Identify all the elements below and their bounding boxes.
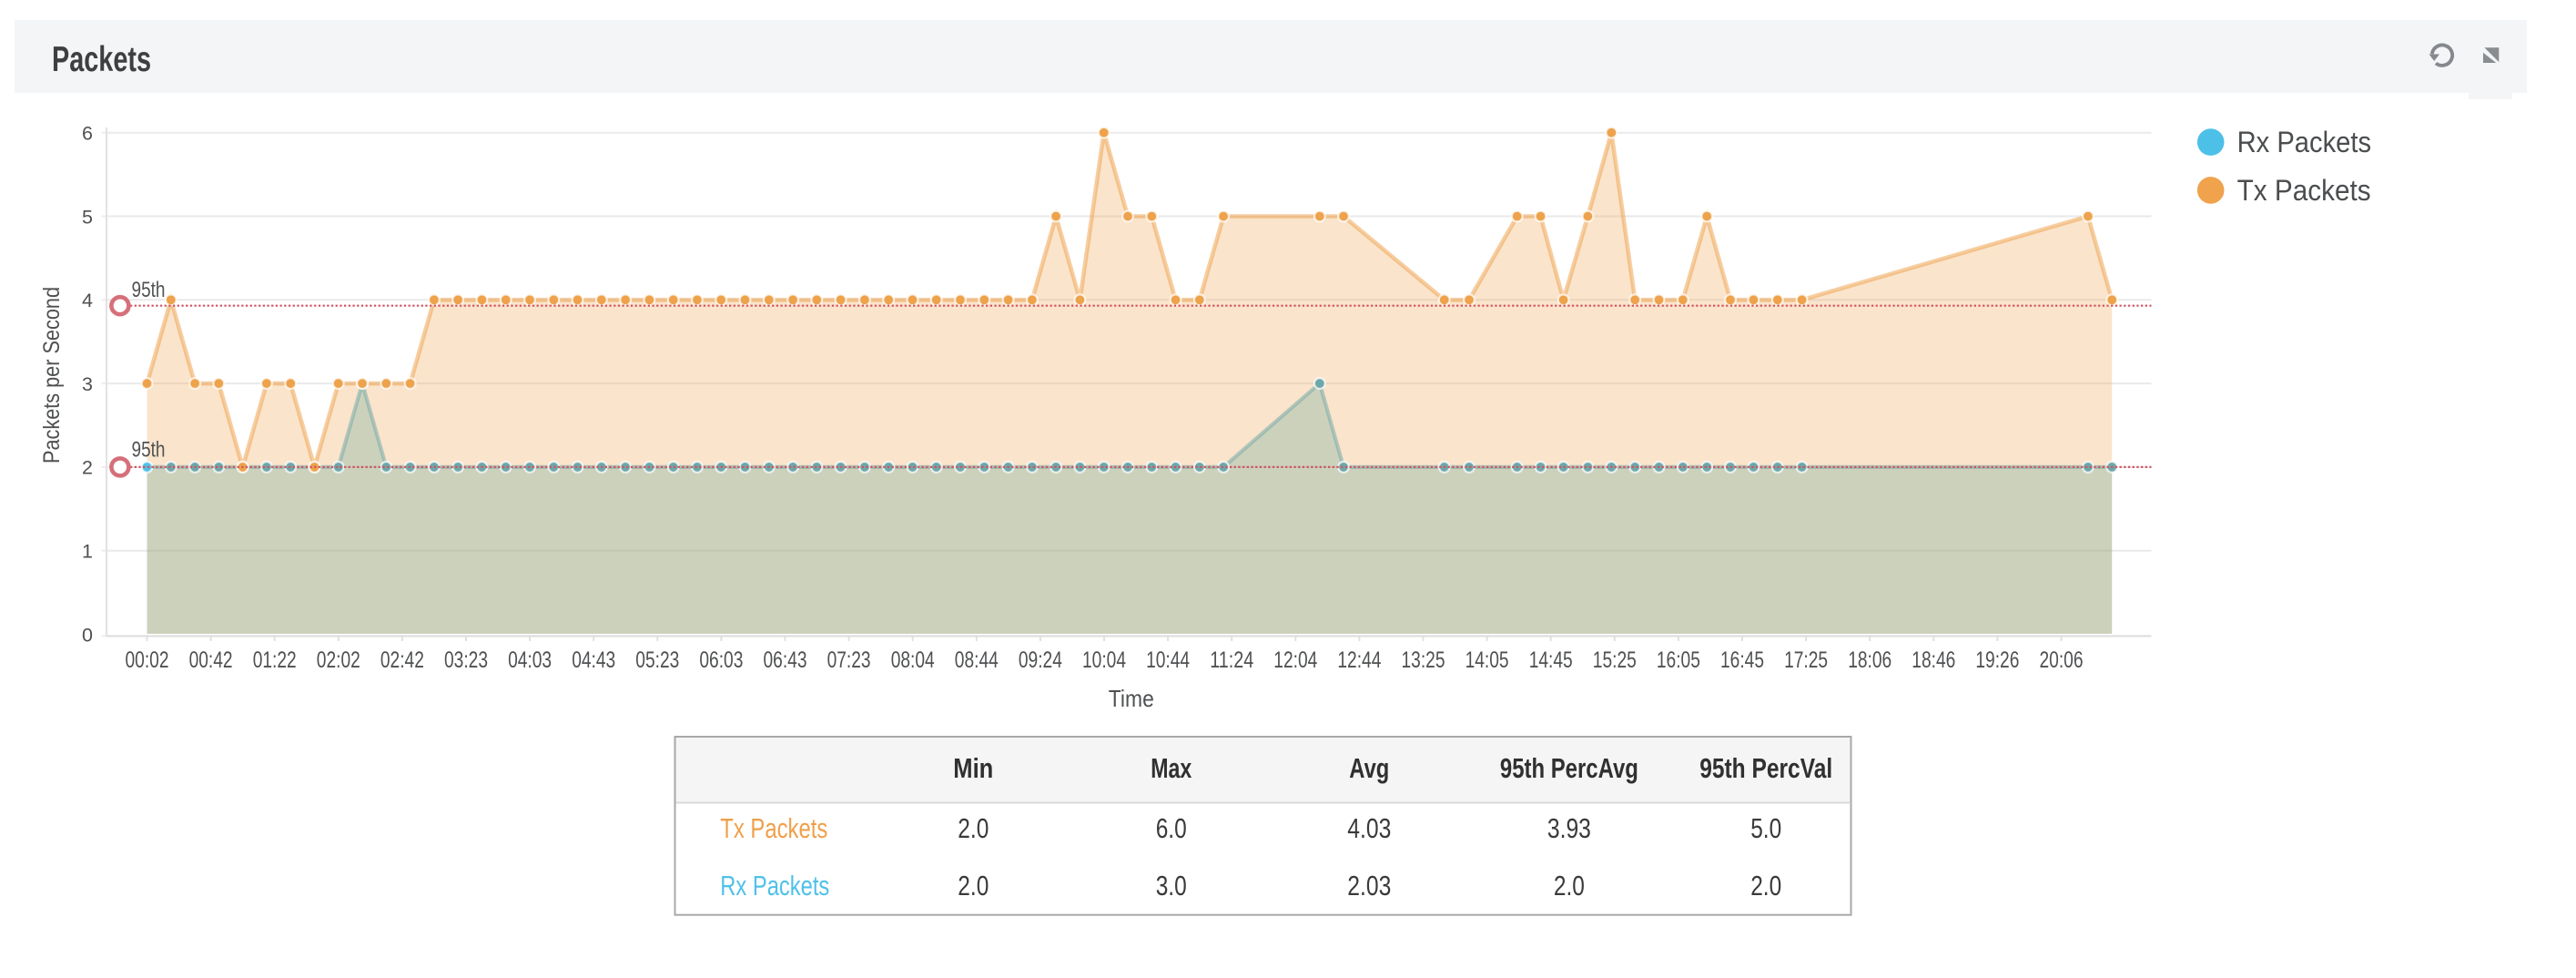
svg-text:2.03: 2.03 [1347, 870, 1391, 902]
svg-text:14:45: 14:45 [1529, 647, 1573, 673]
svg-text:12:44: 12:44 [1337, 647, 1381, 673]
svg-text:10:44: 10:44 [1146, 647, 1190, 673]
svg-text:95th PercVal: 95th PercVal [1699, 752, 1832, 784]
svg-text:4: 4 [82, 290, 93, 311]
svg-text:16:45: 16:45 [1720, 647, 1764, 673]
svg-text:2: 2 [82, 457, 93, 479]
svg-text:07:23: 07:23 [827, 647, 871, 673]
svg-text:02:02: 02:02 [317, 647, 360, 673]
svg-text:5: 5 [82, 206, 93, 228]
svg-text:3.0: 3.0 [1156, 870, 1187, 902]
svg-text:95th: 95th [132, 438, 166, 463]
svg-text:09:24: 09:24 [1019, 647, 1062, 673]
svg-text:1: 1 [82, 541, 93, 563]
svg-text:3: 3 [82, 373, 93, 395]
svg-text:95th: 95th [132, 278, 166, 302]
svg-text:Tx Packets: Tx Packets [720, 812, 827, 844]
svg-text:Avg: Avg [1349, 752, 1389, 784]
svg-text:06:43: 06:43 [764, 647, 807, 673]
svg-text:14:05: 14:05 [1465, 647, 1509, 673]
svg-text:5.0: 5.0 [1750, 812, 1781, 844]
svg-text:20:06: 20:06 [2040, 647, 2084, 673]
svg-text:04:43: 04:43 [572, 647, 615, 673]
svg-text:00:02: 00:02 [126, 647, 169, 673]
svg-text:Min: Min [953, 752, 993, 784]
svg-text:2.0: 2.0 [958, 812, 989, 844]
svg-text:15:25: 15:25 [1593, 647, 1637, 673]
svg-text:Rx Packets: Rx Packets [2237, 126, 2372, 158]
svg-text:Tx Packets: Tx Packets [2237, 174, 2371, 207]
svg-text:19:26: 19:26 [1975, 647, 2019, 673]
svg-text:17:25: 17:25 [1784, 647, 1828, 673]
svg-text:12:04: 12:04 [1273, 647, 1317, 673]
svg-text:6.0: 6.0 [1156, 812, 1187, 844]
svg-text:4.03: 4.03 [1347, 812, 1391, 844]
svg-text:0: 0 [82, 624, 93, 646]
svg-text:11:24: 11:24 [1210, 647, 1253, 673]
svg-text:13:25: 13:25 [1402, 647, 1445, 673]
svg-text:Max: Max [1151, 752, 1192, 784]
svg-text:95th PercAvg: 95th PercAvg [1500, 752, 1638, 784]
svg-text:6: 6 [82, 123, 93, 145]
svg-text:18:06: 18:06 [1848, 647, 1891, 673]
svg-text:04:03: 04:03 [508, 647, 552, 673]
svg-text:02:42: 02:42 [380, 647, 424, 673]
svg-text:18:46: 18:46 [1912, 647, 1955, 673]
svg-text:2.0: 2.0 [1554, 870, 1585, 902]
svg-text:Time: Time [1109, 685, 1154, 712]
svg-text:Packets per Second: Packets per Second [39, 287, 65, 464]
svg-text:16:05: 16:05 [1657, 647, 1700, 673]
svg-text:06:03: 06:03 [699, 647, 743, 673]
svg-text:2.0: 2.0 [958, 870, 989, 902]
svg-text:00:42: 00:42 [189, 647, 233, 673]
svg-text:08:04: 08:04 [891, 647, 935, 673]
svg-text:2.0: 2.0 [1750, 870, 1781, 902]
svg-text:05:23: 05:23 [635, 647, 679, 673]
svg-text:Packets: Packets [52, 40, 151, 79]
svg-text:3.93: 3.93 [1547, 812, 1591, 844]
svg-text:10:04: 10:04 [1082, 647, 1126, 673]
svg-text:Rx Packets: Rx Packets [720, 870, 829, 902]
svg-text:01:22: 01:22 [253, 647, 297, 673]
svg-text:03:23: 03:23 [444, 647, 488, 673]
svg-text:08:44: 08:44 [955, 647, 999, 673]
